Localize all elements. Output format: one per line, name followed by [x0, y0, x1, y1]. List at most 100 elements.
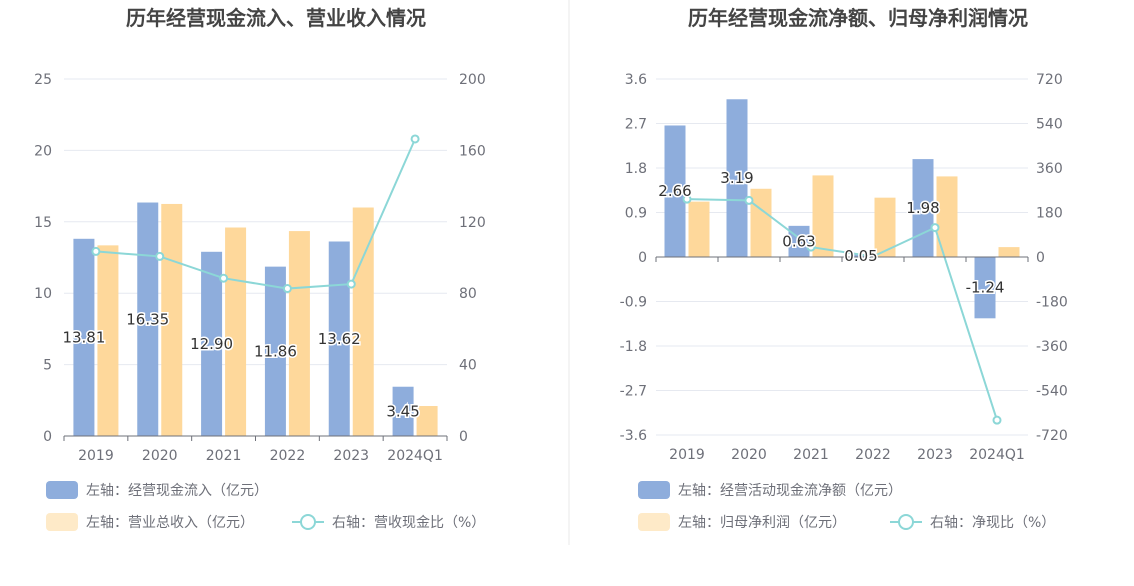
legend-item[interactable]: 左轴：归母净利润（亿元）	[638, 513, 846, 531]
right-tick-label: 0	[459, 429, 468, 445]
left-axis-ticks: -3.6 -2.7 -1.8 -0.9 0 0.9 1.8 2.7 3.6	[620, 72, 647, 444]
legend-label: 右轴：净现比（%）	[930, 515, 1055, 531]
legend[interactable]: 左轴：经营现金流入（亿元） 左轴：营业总收入（亿元） 右轴：营收现金比（%）	[46, 481, 485, 531]
legend-swatch	[46, 481, 78, 499]
left-tick-label: 1.8	[625, 161, 647, 177]
data-label: 1.98	[906, 199, 939, 217]
ratio-point[interactable]	[744, 195, 754, 205]
bar-primary[interactable]	[264, 266, 286, 436]
data-label: 0.63	[782, 232, 815, 250]
right-tick-label: 720	[1036, 72, 1063, 88]
value-labels: 13.81 16.35 12.90 11.86 13.62 3.45	[61, 309, 421, 422]
right-tick-label: 200	[459, 72, 486, 88]
bar-primary[interactable]	[664, 125, 686, 257]
bars	[664, 99, 1020, 319]
x-tick-label: 2020	[142, 448, 178, 464]
left-tick-label: 2.7	[625, 117, 647, 133]
legend-label: 右轴：营收现金比（%）	[332, 515, 485, 531]
bar-secondary[interactable]	[812, 175, 834, 257]
left-tick-label: -0.9	[620, 295, 647, 311]
right-axis-ticks: -720 -540 -360 -180 0 180 360 540 720	[1036, 72, 1068, 444]
ratio-point[interactable]	[682, 194, 692, 204]
left-tick-label: 3.6	[625, 72, 647, 88]
data-label: 3.45	[386, 402, 419, 420]
legend-label: 左轴：经营现金流入（亿元）	[86, 483, 268, 499]
bar-primary[interactable]	[974, 257, 996, 319]
right-tick-label: 160	[459, 143, 486, 159]
right-tick-label: 180	[1036, 206, 1063, 222]
right-tick-label: -540	[1036, 384, 1068, 400]
ratio-point[interactable]	[806, 242, 816, 252]
bar-secondary[interactable]	[416, 406, 438, 436]
bar-primary[interactable]	[850, 254, 872, 257]
x-axis: 2019 2020 2021 2022 2023 2024Q1	[655, 256, 1029, 463]
ratio-point[interactable]	[410, 134, 420, 144]
right-tick-label: 0	[1036, 250, 1045, 266]
ratio-point[interactable]	[219, 273, 229, 283]
bar-primary[interactable]	[392, 386, 414, 436]
right-tick-label: -720	[1036, 428, 1068, 444]
legend-item[interactable]: 左轴：经营活动现金流净额（亿元）	[638, 481, 902, 499]
legend-swatch	[638, 481, 670, 499]
data-label: 13.62	[318, 330, 361, 348]
data-label: 12.90	[190, 335, 233, 353]
x-tick-label: 2023	[917, 447, 953, 463]
ratio-line	[682, 194, 1002, 425]
x-axis: 2019 2020 2021 2022 2023 2024Q1	[63, 435, 448, 464]
legend-item[interactable]: 右轴：营收现金比（%）	[292, 514, 485, 531]
bar-primary[interactable]	[912, 159, 934, 257]
ratio-point[interactable]	[346, 279, 356, 289]
bar-secondary[interactable]	[97, 245, 119, 436]
ratio-point[interactable]	[930, 223, 940, 233]
data-label: 11.86	[254, 342, 297, 360]
left-tick-label: 25	[34, 72, 52, 88]
ratio-point[interactable]	[155, 251, 165, 261]
x-tick-label: 2024Q1	[387, 448, 443, 464]
bar-secondary[interactable]	[874, 197, 896, 257]
bar-primary[interactable]	[201, 251, 223, 436]
bar-secondary[interactable]	[225, 227, 247, 436]
bar-primary[interactable]	[137, 202, 159, 436]
ratio-point[interactable]	[91, 246, 101, 256]
bar-primary[interactable]	[328, 241, 350, 436]
legend-marker	[898, 514, 914, 530]
gridlines	[64, 78, 447, 437]
data-label: 2.66	[658, 182, 691, 200]
legend-item[interactable]: 右轴：净现比（%）	[890, 514, 1055, 531]
data-label: -1.24	[966, 279, 1005, 297]
right-tick-label: 80	[459, 286, 477, 302]
legend-swatch	[46, 513, 78, 531]
bar-secondary[interactable]	[750, 188, 772, 257]
chart-left: 历年经营现金流入、营业收入情况 0 5 10 15 20 25 0 40 80 120 160 20…	[34, 6, 486, 531]
right-tick-label: 40	[459, 358, 477, 374]
bar-secondary[interactable]	[352, 207, 374, 436]
ratio-line-path	[95, 138, 416, 290]
left-tick-label: 15	[34, 215, 52, 231]
chart-right: 历年经营现金流净额、归母净利润情况 -3.6 -2.7 -1.8 -0.9 0 0.9 1.…	[620, 6, 1068, 531]
bar-primary[interactable]	[726, 99, 748, 258]
bar-secondary[interactable]	[288, 231, 310, 436]
ratio-point[interactable]	[992, 415, 1002, 425]
left-tick-label: 10	[34, 286, 52, 302]
bar-secondary[interactable]	[688, 201, 710, 257]
legend-marker	[300, 514, 316, 530]
legend-label: 左轴：归母净利润（亿元）	[678, 514, 846, 531]
chart-title: 历年经营现金流净额、归母净利润情况	[688, 6, 1028, 30]
bar-secondary[interactable]	[936, 176, 958, 257]
left-tick-label: 5	[43, 358, 52, 374]
left-tick-label: 0	[43, 429, 52, 445]
bar-primary[interactable]	[73, 238, 95, 436]
data-label: 3.19	[720, 169, 753, 187]
left-tick-label: 20	[34, 143, 52, 159]
legend-item[interactable]: 左轴：营业总收入（亿元）	[46, 513, 254, 531]
legend[interactable]: 左轴：经营活动现金流净额（亿元） 左轴：归母净利润（亿元） 右轴：净现比（%）	[638, 481, 1055, 531]
data-label: 13.81	[62, 328, 105, 346]
right-tick-label: 540	[1036, 117, 1063, 133]
ratio-point[interactable]	[282, 284, 292, 294]
legend-item[interactable]: 左轴：经营现金流入（亿元）	[46, 481, 268, 499]
left-tick-label: -1.8	[620, 339, 647, 355]
left-axis-ticks: 0 5 10 15 20 25	[34, 72, 52, 445]
bar-secondary[interactable]	[998, 247, 1020, 257]
